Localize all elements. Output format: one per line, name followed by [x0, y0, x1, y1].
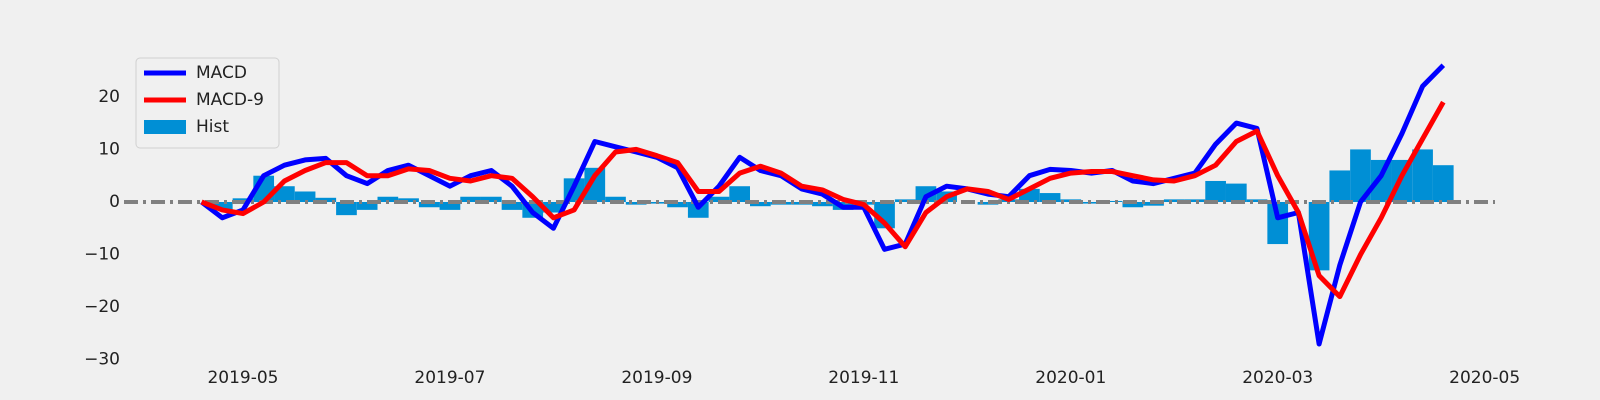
- hist-bar: [439, 202, 461, 210]
- hist-bar: [356, 202, 378, 210]
- hist-bar: [460, 196, 481, 202]
- x-tick-label: 2019-05: [207, 368, 278, 388]
- hist-bar: [750, 202, 771, 207]
- legend-swatch: [144, 120, 186, 134]
- hist-bar: [1432, 165, 1454, 202]
- series-line: [200, 100, 1446, 300]
- y-tick-label: 20: [98, 87, 120, 107]
- hist-bar: [274, 186, 295, 202]
- y-tick-label: −30: [84, 350, 120, 370]
- hist-bar: [501, 202, 523, 210]
- y-tick-label: 10: [98, 139, 120, 159]
- hist-bar: [708, 196, 730, 202]
- y-tick-label: −10: [84, 245, 120, 265]
- hist-bar: [667, 202, 688, 208]
- y-tick-label: −20: [84, 297, 120, 317]
- hist-bar: [894, 199, 916, 202]
- hist-bar: [1412, 149, 1433, 202]
- hist-bar: [1039, 193, 1061, 202]
- hist-bar: [1246, 199, 1268, 202]
- hist-bar: [543, 202, 564, 213]
- hist-bar: [1329, 170, 1351, 202]
- legend-label: MACD: [196, 63, 247, 83]
- hist-bar: [625, 202, 647, 205]
- hist-bar: [398, 198, 419, 202]
- x-tick-label: 2019-11: [828, 368, 899, 388]
- hist-bar: [729, 186, 751, 202]
- hist-bar: [1122, 202, 1144, 208]
- x-tick-label: 2020-01: [1035, 368, 1106, 388]
- hist-bar: [1205, 180, 1226, 202]
- hist-bar: [418, 202, 440, 208]
- y-tick-label: 0: [109, 192, 120, 212]
- hist-bar: [294, 191, 316, 202]
- hist-bar: [1350, 149, 1371, 202]
- legend-label: MACD-9: [196, 90, 264, 110]
- series-line: [200, 63, 1446, 347]
- x-tick-label: 2020-05: [1449, 368, 1520, 388]
- x-tick-label: 2019-09: [621, 368, 692, 388]
- hist-bar: [315, 197, 337, 202]
- hist-bar: [605, 196, 626, 202]
- hist-bar: [336, 202, 357, 216]
- legend-label: Hist: [196, 117, 229, 137]
- hist-bar: [1101, 200, 1123, 202]
- hist-bar: [1184, 199, 1206, 202]
- hist-bar: [977, 202, 999, 205]
- hist-bar: [1267, 202, 1289, 245]
- legend: MACD MACD-9 Hist: [135, 57, 280, 149]
- hist-bar: [1081, 202, 1102, 204]
- hist-bar: [1163, 199, 1185, 202]
- hist-bar: [211, 202, 233, 210]
- x-tick-label: 2019-07: [414, 368, 485, 388]
- hist-bar: [1225, 183, 1247, 202]
- x-tick-label: 2020-03: [1242, 368, 1313, 388]
- hist-bar: [687, 202, 709, 218]
- hist-bar: [584, 167, 606, 202]
- hist-bar: [812, 202, 833, 207]
- hist-bar: [377, 196, 399, 202]
- hist-bar: [480, 196, 502, 202]
